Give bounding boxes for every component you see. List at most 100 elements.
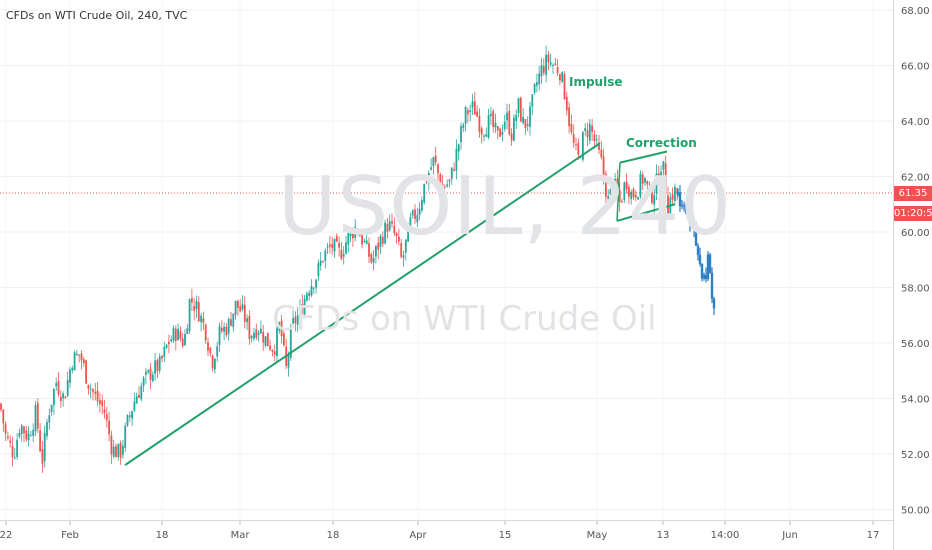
candle-body bbox=[462, 124, 465, 129]
candle-body bbox=[526, 124, 529, 126]
candle-body bbox=[630, 191, 633, 200]
time-tick-label: 17 bbox=[867, 530, 880, 541]
candle-body bbox=[241, 304, 244, 310]
candle-body bbox=[78, 354, 81, 356]
candle-body bbox=[508, 111, 511, 135]
candle-body bbox=[89, 388, 92, 390]
candle-body bbox=[446, 184, 449, 187]
candle-body bbox=[411, 210, 414, 216]
candle-body bbox=[471, 101, 474, 108]
projection-body bbox=[704, 274, 708, 280]
candle-body bbox=[372, 257, 375, 263]
candle-body bbox=[7, 436, 9, 439]
candle-body bbox=[326, 246, 329, 248]
candle-body bbox=[519, 97, 522, 122]
candle-body bbox=[494, 122, 497, 128]
time-tick-label: 15 bbox=[499, 530, 512, 541]
candle-body bbox=[306, 293, 308, 301]
candle-body bbox=[23, 426, 25, 434]
candle-body bbox=[524, 119, 527, 128]
candle-body bbox=[94, 391, 97, 394]
candle-body bbox=[513, 117, 515, 141]
projection-body bbox=[694, 229, 698, 246]
candle-body bbox=[582, 132, 584, 160]
candle-body bbox=[322, 260, 324, 262]
candle-body bbox=[133, 401, 136, 411]
candle-body bbox=[352, 231, 354, 239]
time-axis[interactable]: 22 Feb 18 Mar 18 Apr 15 May 13 14:00 Jun 17 bbox=[0, 521, 879, 541]
candle-body bbox=[13, 457, 16, 459]
candle-body bbox=[547, 54, 550, 63]
candle-body bbox=[80, 353, 83, 361]
candle-body bbox=[161, 355, 163, 359]
candle-body bbox=[611, 190, 614, 196]
price-axis[interactable]: 68.00 66.00 64.00 62.00 60.00 58.00 56.00 54.00… bbox=[901, 6, 930, 517]
candle-body bbox=[53, 388, 55, 406]
candle-body bbox=[301, 303, 304, 315]
triangle-upper-line bbox=[619, 150, 668, 164]
price-tick-label: 68.00 bbox=[901, 6, 930, 17]
candle-body bbox=[163, 346, 166, 357]
candle-body bbox=[602, 156, 605, 176]
candle-body bbox=[66, 379, 69, 396]
candle-body bbox=[186, 328, 189, 335]
candle-body bbox=[598, 142, 600, 150]
chart-grid bbox=[0, 0, 893, 520]
candle-body bbox=[108, 420, 110, 435]
candle-body bbox=[384, 222, 386, 244]
candle-body bbox=[11, 445, 14, 458]
candle-body bbox=[506, 112, 508, 121]
candle-body bbox=[82, 359, 85, 364]
candle-body bbox=[181, 338, 184, 347]
candle-body bbox=[209, 347, 212, 354]
candle-body bbox=[432, 157, 435, 167]
candle-body bbox=[191, 298, 193, 303]
candle-body bbox=[92, 389, 94, 392]
time-tick-label: May bbox=[587, 530, 608, 541]
candle-body bbox=[20, 425, 23, 435]
candle-body bbox=[363, 241, 366, 243]
candle-body bbox=[30, 435, 32, 437]
candle-body bbox=[398, 236, 400, 242]
candle-body bbox=[404, 239, 407, 253]
candle-body bbox=[639, 173, 642, 197]
candle-body bbox=[149, 368, 152, 380]
candle-body bbox=[184, 333, 186, 346]
candle-body bbox=[57, 381, 60, 395]
candle-body bbox=[492, 111, 495, 127]
watermark-name: CFDs on WTI Crude Oil bbox=[272, 299, 657, 339]
candle-body bbox=[561, 72, 564, 82]
candle-body bbox=[329, 244, 331, 247]
candle-body bbox=[625, 181, 628, 190]
candle-body bbox=[510, 133, 513, 141]
last-price-tag: 61.35 bbox=[894, 186, 932, 201]
candle-body bbox=[303, 298, 306, 315]
candle-body bbox=[257, 332, 260, 335]
candle-body bbox=[664, 163, 667, 194]
projection-body bbox=[678, 192, 682, 207]
candle-body bbox=[340, 249, 343, 260]
candle-body bbox=[128, 415, 131, 417]
candle-body bbox=[600, 149, 603, 158]
candle-body bbox=[174, 328, 177, 341]
candle-body bbox=[501, 131, 504, 135]
candle-body bbox=[651, 190, 653, 203]
candle-body bbox=[538, 73, 541, 85]
candle-body bbox=[657, 173, 660, 183]
candle-body bbox=[529, 106, 531, 127]
candle-body bbox=[43, 432, 46, 462]
candle-body bbox=[142, 378, 145, 386]
candle-body bbox=[312, 287, 315, 289]
candle-body bbox=[467, 110, 469, 115]
candle-body bbox=[276, 327, 278, 357]
candle-body bbox=[18, 432, 21, 437]
candle-body bbox=[591, 125, 593, 132]
candlesticks bbox=[0, 45, 679, 474]
candle-body bbox=[545, 54, 547, 75]
projection-body bbox=[708, 254, 712, 273]
candle-body bbox=[172, 327, 175, 341]
candle-body bbox=[540, 65, 543, 77]
candle-body bbox=[237, 300, 239, 308]
candle-body bbox=[365, 240, 368, 244]
